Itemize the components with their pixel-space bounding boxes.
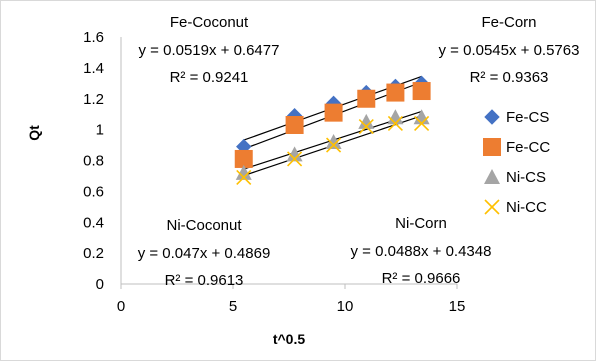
data-point-ni-cs xyxy=(286,146,303,162)
data-point-ni-cs xyxy=(235,164,252,180)
data-point-ni-cc xyxy=(414,115,430,132)
annotation-r2-fe-corn: R² = 0.9363 xyxy=(470,69,549,86)
annotation-title-fe-coconut: Fe-Coconut xyxy=(170,14,249,31)
data-point-fe-cc xyxy=(285,115,304,134)
annotation-title-ni-corn: Ni-Corn xyxy=(395,215,447,232)
trendline-annotations: Fe-Coconut y = 0.0519x + 0.6477 R² = 0.9… xyxy=(138,14,580,289)
legend-marker-fe-cc xyxy=(483,138,501,156)
y-tick-label: 1 xyxy=(96,122,104,139)
x-tick-label: 15 xyxy=(449,298,466,315)
legend-label-fe-cs: Fe-CS xyxy=(506,109,549,126)
data-point-ni-cc xyxy=(358,118,374,135)
data-point-ni-cs xyxy=(358,113,375,129)
data-point-ni-cc xyxy=(326,137,342,153)
annotation-r2-fe-coconut: R² = 0.9241 xyxy=(170,69,249,86)
legend-marker-fe-cs xyxy=(484,109,500,125)
annotation-title-ni-coconut: Ni-Coconut xyxy=(166,217,242,234)
y-tick-label: 1.6 xyxy=(83,29,104,46)
annotation-equation-ni-coconut: y = 0.047x + 0.4869 xyxy=(138,245,271,262)
data-point-ni-cc xyxy=(287,151,303,167)
annotation-title-fe-corn: Fe-Corn xyxy=(481,14,536,31)
x-axis: 0 5 10 15 xyxy=(117,283,466,315)
y-tick-label: 0 xyxy=(96,276,104,293)
data-point-fe-cc xyxy=(412,82,431,101)
annotation-equation-fe-coconut: y = 0.0519x + 0.6477 xyxy=(139,42,280,59)
legend-label-ni-cc: Ni-CC xyxy=(506,199,547,216)
annotation-equation-ni-corn: y = 0.0488x + 0.4348 xyxy=(351,243,492,260)
series-fe-cc xyxy=(234,82,431,168)
x-tick-label: 0 xyxy=(117,298,125,315)
annotation-equation-fe-corn: y = 0.0545x + 0.5763 xyxy=(439,42,580,59)
y-tick-label: 1.2 xyxy=(83,91,104,108)
y-axis-title: Qt xyxy=(26,125,42,141)
y-tick-label: 0.2 xyxy=(83,245,104,262)
data-point-ni-cc xyxy=(236,169,252,186)
annotation-r2-ni-coconut: R² = 0.9613 xyxy=(165,272,244,289)
y-tick-label: 0.4 xyxy=(83,214,104,231)
data-point-ni-cs xyxy=(325,133,342,149)
y-tick-label: 0.6 xyxy=(83,183,104,200)
y-tick-label: 0.8 xyxy=(83,153,104,170)
legend: Fe-CS Fe-CC Ni-CS Ni-CC xyxy=(483,109,550,216)
x-axis-title: t^0.5 xyxy=(273,331,306,347)
series-ni-cc xyxy=(236,115,430,186)
legend-marker-ni-cs xyxy=(484,169,500,184)
data-point-fe-cc xyxy=(357,89,376,108)
data-point-fe-cc xyxy=(324,103,343,122)
x-tick-label: 5 xyxy=(229,298,237,315)
legend-label-ni-cs: Ni-CS xyxy=(506,169,546,186)
annotation-r2-ni-corn: R² = 0.9666 xyxy=(382,270,461,287)
x-tick-label: 10 xyxy=(337,298,354,315)
y-tick-label: 1.4 xyxy=(83,60,104,77)
data-points xyxy=(234,75,431,186)
data-point-fe-cc xyxy=(386,83,405,102)
legend-label-fe-cc: Fe-CC xyxy=(506,139,550,156)
data-point-fe-cc xyxy=(234,149,253,168)
data-point-ni-cc xyxy=(387,115,403,132)
y-axis: 0 0.2 0.4 0.6 0.8 1 1.2 1.4 1.6 xyxy=(83,29,122,293)
legend-marker-ni-cc xyxy=(484,199,500,215)
